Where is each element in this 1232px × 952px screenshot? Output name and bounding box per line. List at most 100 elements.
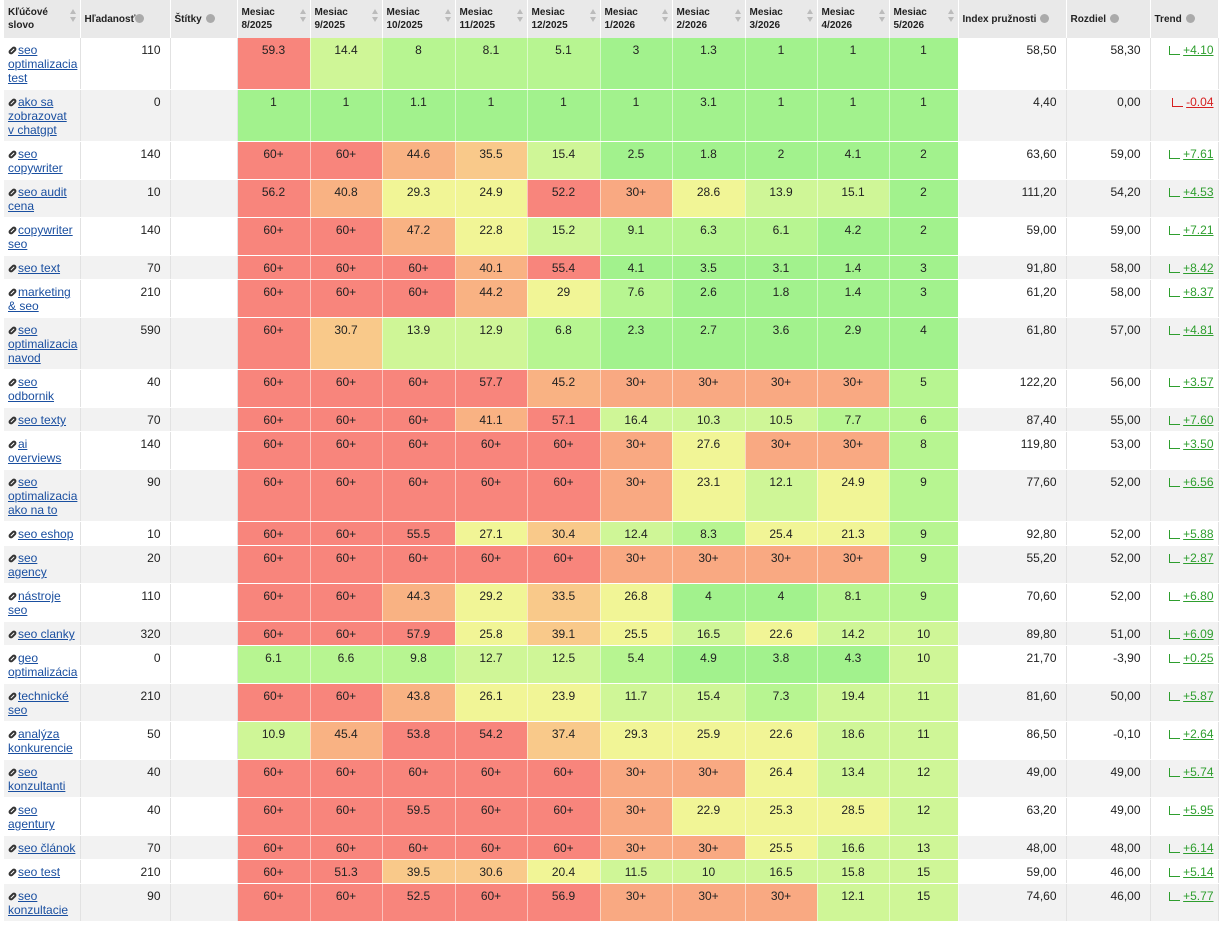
keyword-link[interactable]: seo článok [18,841,76,855]
rank: 1 [849,43,857,57]
trend-link[interactable]: +5.74 [1183,765,1214,779]
trend-link[interactable]: -0.04 [1186,95,1214,109]
index: 63,20 [1026,803,1057,817]
trend-link[interactable]: +4.10 [1183,43,1214,57]
sort-icon[interactable] [878,6,885,22]
trend-link[interactable]: +0.25 [1183,651,1214,665]
column-header[interactable]: Mesiac 5/2026 [889,0,959,38]
keyword-link[interactable]: seo text [18,261,61,275]
trend-link[interactable]: +6.09 [1183,627,1214,641]
trend-link[interactable]: +7.21 [1183,223,1214,237]
rank-cell: 60+ [237,683,311,722]
keyword-link[interactable]: seo optimalizacia navod [8,323,78,365]
rank: 6.1 [265,651,282,665]
table-row: geo optimalizácia 0 6.1 6.6 9.8 12.7 12.5 5.4 4.… [4,645,1219,684]
column-header[interactable]: Hľadanosť [80,0,171,38]
column-header[interactable]: Trend [1150,0,1219,38]
trend-link[interactable]: +3.50 [1183,437,1214,451]
column-header[interactable]: Mesiac 3/2026 [745,0,818,38]
rank: 60+ [480,841,502,855]
trend-cell: +8.42 [1150,255,1219,280]
rank-cell: 57.9 [382,621,456,646]
trend-link[interactable]: +4.81 [1183,323,1214,337]
sort-icon[interactable] [516,6,523,22]
keyword-link[interactable]: nástroje seo [8,589,61,617]
sort-icon[interactable] [371,6,378,22]
trend-icon [1169,892,1181,901]
trend-cell: +6.80 [1150,583,1219,622]
trend-link[interactable]: +7.60 [1183,413,1214,427]
keyword-link[interactable]: seo optimalizacia ako na to [8,475,78,517]
trend-link[interactable]: +6.14 [1183,841,1214,855]
trend-link[interactable]: +5.87 [1183,689,1214,703]
column-header[interactable]: Rozdiel [1066,0,1151,38]
column-header[interactable]: Mesiac 11/2025 [455,0,528,38]
sort-icon[interactable] [947,6,954,22]
keyword-link[interactable]: ai overviews [8,437,62,465]
keyword-link[interactable]: seo konzultanti [8,765,66,793]
column-header[interactable]: Mesiac 10/2025 [382,0,456,38]
column-header[interactable]: Mesiac 4/2026 [817,0,890,38]
trend-link[interactable]: +5.88 [1183,527,1214,541]
sort-icon[interactable] [444,6,451,22]
rank-cell: 2.3 [600,317,673,370]
keyword-link[interactable]: seo test [18,865,61,879]
rank: 30+ [770,551,792,565]
trend-link[interactable]: +6.80 [1183,589,1214,603]
column-header[interactable]: Mesiac 2/2026 [672,0,746,38]
keyword-link[interactable]: seo agency [8,551,47,579]
sort-icon[interactable] [69,6,76,22]
volume-cell: 0 [80,645,171,684]
sort-icon[interactable] [734,6,741,22]
trend-link[interactable]: +5.77 [1183,889,1214,903]
rank: 3.5 [700,261,717,275]
rank-cell: 60+ [310,431,383,470]
keyword-link[interactable]: seo odbornik [8,375,55,403]
trend-link[interactable]: +6.56 [1183,475,1214,489]
column-header[interactable]: Mesiac 1/2026 [600,0,673,38]
keyword-link[interactable]: seo texty [18,413,67,427]
column-header[interactable]: Štítky [170,0,238,38]
trend-link[interactable]: +8.37 [1183,285,1214,299]
trend-link[interactable]: +7.61 [1183,147,1214,161]
trend-link[interactable]: +4.53 [1183,185,1214,199]
trend-link[interactable]: +2.87 [1183,551,1214,565]
keyword-link[interactable]: analýza konkurencie [8,727,73,755]
sort-icon[interactable] [806,6,813,22]
sort-icon[interactable] [661,6,668,22]
trend-link[interactable]: +8.42 [1183,261,1214,275]
sort-icon[interactable] [299,6,306,22]
trend-link[interactable]: +5.95 [1183,803,1214,817]
rank: 12 [916,765,931,779]
keyword-link[interactable]: seo audit cena [8,185,67,213]
diff-cell: 52,00 [1066,521,1151,546]
trend-link[interactable]: +3.57 [1183,375,1214,389]
keyword-link[interactable]: geo optimalizácia [8,651,78,679]
rank-cell: 60+ [382,431,456,470]
rank-cell: 43.8 [382,683,456,722]
keyword-link[interactable]: copywriter seo [8,223,73,251]
column-header[interactable]: Kľúčové slovo [4,0,81,38]
sort-icon[interactable] [589,6,596,22]
column-header[interactable]: Mesiac 12/2025 [527,0,601,38]
keyword-link[interactable]: seo clanky [18,627,75,641]
trend-link[interactable]: +5.14 [1183,865,1214,879]
keyword-link[interactable]: seo eshop [18,527,74,541]
keyword-link[interactable]: seo konzultacie [8,889,69,917]
rank-cell: 55.5 [382,521,456,546]
column-header[interactable]: Mesiac 9/2025 [310,0,383,38]
tags-cell [170,797,238,836]
column-header[interactable]: Mesiac 8/2025 [237,0,311,38]
trend-link[interactable]: +2.64 [1183,727,1214,741]
keyword-link[interactable]: marketing & seo [8,285,71,313]
keyword-link[interactable]: ako sa zobrazovat v chatgpt [8,95,67,137]
keyword-link[interactable]: seo copywriter [8,147,63,175]
keyword-link[interactable]: seo agentury [8,803,55,831]
rank: 11.7 [624,689,648,703]
trend-icon [1169,768,1181,777]
keyword-link[interactable]: seo optimalizacia test [8,43,78,85]
keyword-link[interactable]: technické seo [8,689,69,717]
keyword-cell: nástroje seo [4,583,81,622]
column-header[interactable]: Index pružnosti [958,0,1067,38]
rank: 9.8 [410,651,427,665]
